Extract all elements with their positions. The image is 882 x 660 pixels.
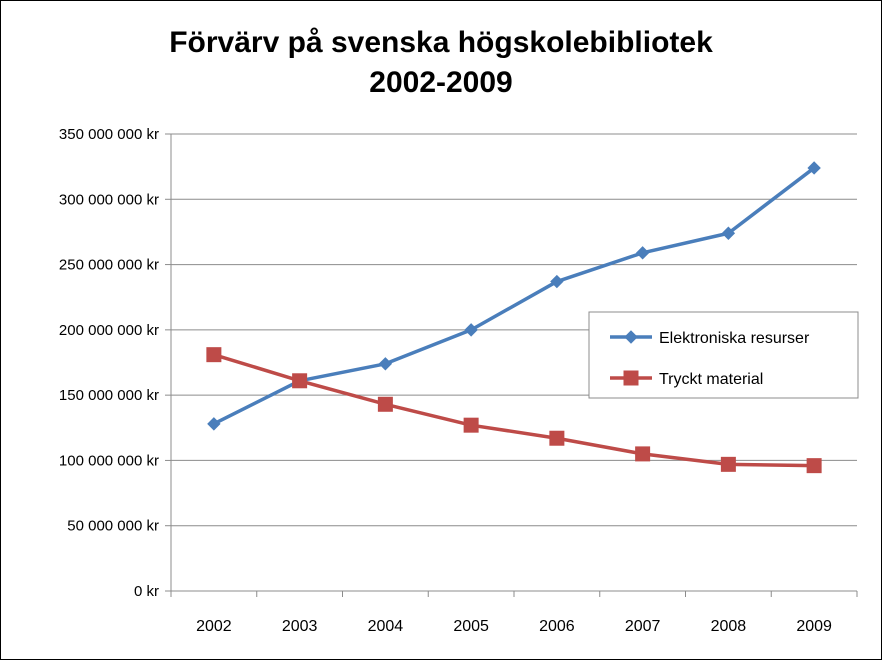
x-tick-label: 2009 <box>796 618 832 635</box>
x-tick-label: 2007 <box>625 618 661 635</box>
x-tick-label: 2002 <box>196 618 232 635</box>
y-tick-label: 150 000 000 kr <box>59 387 159 404</box>
legend-label-tryckt: Tryckt material <box>659 371 763 388</box>
x-tick-label: 2003 <box>282 618 318 635</box>
series-line-elektroniska <box>213 166 816 426</box>
y-tick-label: 250 000 000 kr <box>59 257 159 274</box>
data-point-tryckt <box>377 396 393 412</box>
data-point-tryckt <box>549 430 565 446</box>
data-point-tryckt <box>463 417 479 433</box>
x-tick-label: 2004 <box>368 618 404 635</box>
legend-label-elektroniska: Elektroniska resurser <box>659 330 810 347</box>
data-point-elektroniska <box>464 323 478 337</box>
data-point-tryckt <box>635 446 651 462</box>
data-point-elektroniska <box>635 246 650 260</box>
data-point-elektroniska <box>550 274 564 289</box>
y-tick-label: 200 000 000 kr <box>59 322 159 339</box>
data-point-tryckt <box>806 458 822 474</box>
data-point-tryckt <box>206 347 222 363</box>
x-tick-label: 2006 <box>539 618 575 635</box>
x-tick-label: 2005 <box>453 618 489 635</box>
chart-title-line1: Förvärv på svenska högskolebibliotek <box>169 26 713 59</box>
data-point-elektroniska <box>378 357 393 371</box>
y-tick-label: 100 000 000 kr <box>59 452 159 469</box>
data-point-tryckt <box>720 456 736 472</box>
chart-title-line2: 2002-2009 <box>369 66 513 99</box>
x-tick-label: 2008 <box>711 618 747 635</box>
data-point-elektroniska <box>807 161 821 175</box>
data-point-tryckt <box>292 373 308 389</box>
y-tick-label: 350 000 000 kr <box>59 126 159 143</box>
legend-marker-elektroniska <box>624 330 638 344</box>
y-tick-label: 0 kr <box>134 583 159 600</box>
y-tick-label: 50 000 000 kr <box>67 518 159 535</box>
legend-marker-tryckt <box>623 370 639 386</box>
chart-title: Förvärv på svenska högskolebibliotek 200… <box>1 23 881 103</box>
y-tick-label: 300 000 000 kr <box>59 191 159 208</box>
data-point-elektroniska <box>721 226 736 240</box>
data-point-elektroniska <box>207 417 221 431</box>
series-line-tryckt <box>213 352 815 468</box>
